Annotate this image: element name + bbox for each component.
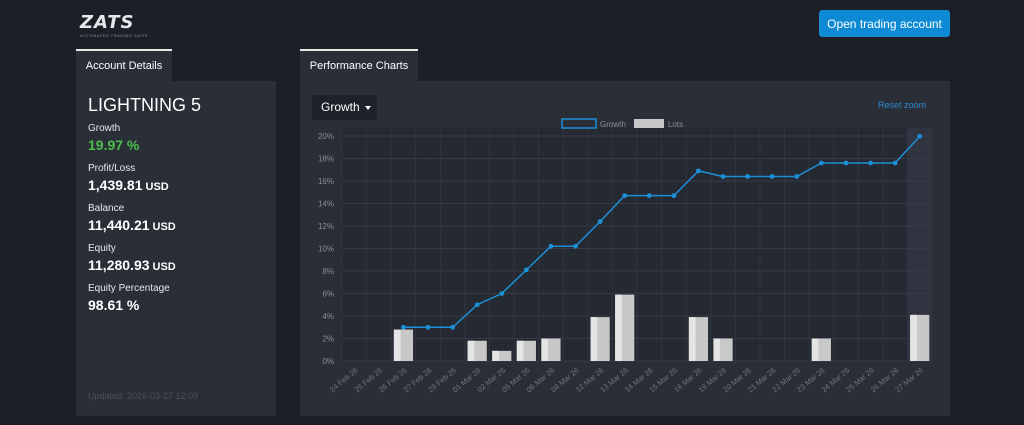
lots-bar-highlight [467, 340, 475, 361]
growth-point [597, 219, 603, 224]
lots-bar-highlight [516, 340, 524, 361]
growth-point [745, 174, 751, 179]
tab-performance-charts[interactable]: Performance Charts [300, 49, 418, 81]
zats-logo: ZATS AUTOMATED TRADING SUITE [80, 12, 149, 39]
growth-point [696, 168, 701, 174]
growth-point [622, 193, 628, 199]
growth-point [474, 302, 480, 308]
growth-point [425, 324, 431, 330]
legend-label-lots: Lots [668, 120, 683, 129]
open-trading-account-button[interactable]: Open trading account [819, 10, 950, 37]
growth-value: 19.97 % [88, 137, 140, 153]
legend-swatch-lots [634, 119, 664, 128]
y-tick-label: 6% [322, 290, 334, 299]
chevron-down-icon [364, 105, 371, 110]
growth-point [720, 174, 726, 179]
growth-point [671, 193, 677, 199]
legend-swatch-growth [561, 118, 597, 129]
lots-bar-highlight [713, 338, 721, 361]
growth-point [868, 160, 873, 166]
lots-bar-highlight [615, 294, 622, 361]
growth-point [892, 160, 898, 166]
growth-point [818, 160, 824, 166]
lots-bar-highlight [541, 338, 549, 361]
logo-tagline: AUTOMATED TRADING SUITE [80, 33, 149, 38]
equity-value: 11,280.93 USD [88, 257, 176, 273]
lots-bar-highlight [393, 329, 401, 361]
performance-charts-panel: 0% 2% 4% 6% 8% 10% 12% 14% 16% 18% 20% 24 Feb 26 25 … [300, 81, 950, 416]
balance-value: 11,440.21 USD [88, 217, 176, 233]
balance-label: Balance [88, 203, 125, 214]
profit-loss-value: 1,439.81 USD [88, 177, 169, 193]
growth-point [794, 174, 800, 179]
growth-point [401, 324, 406, 330]
lots-bar-highlight [688, 317, 696, 361]
growth-point [548, 243, 554, 249]
y-tick-label: 8% [322, 267, 334, 276]
reset-zoom-button[interactable]: Reset zoom [878, 100, 927, 110]
growth-line [403, 135, 921, 328]
equity-percentage-label: Equity Percentage [88, 283, 170, 294]
growth-point [573, 243, 578, 249]
y-tick-label: 0% [322, 357, 334, 366]
lots-bar-highlight [590, 317, 598, 361]
y-tick-label: 2% [322, 335, 334, 344]
y-tick-label: 12% [318, 222, 334, 231]
y-tick-label: 4% [322, 312, 334, 321]
equity-label: Equity [88, 243, 116, 254]
tab-account-details[interactable]: Account Details [76, 49, 172, 81]
y-tick-label: 18% [318, 155, 334, 164]
performance-chart[interactable]: 0%2%4%6%8%10%12%14%16%18%20%24 Feb 2625 … [300, 81, 950, 416]
y-tick-label: 20% [318, 132, 334, 141]
lots-bar-highlight [811, 338, 819, 361]
growth-label: Growth [88, 123, 121, 134]
growth-point [917, 133, 923, 139]
growth-point [499, 291, 505, 296]
growth-point [843, 160, 849, 166]
growth-point [769, 174, 775, 179]
growth-point [523, 267, 529, 273]
y-tick-label: 16% [318, 177, 334, 186]
updated-timestamp: Updated: 2026-03-27 12:09 [88, 391, 199, 401]
lots-bar-highlight [492, 350, 499, 361]
legend-label-growth: Growth [600, 120, 626, 129]
y-tick-label: 14% [318, 200, 334, 209]
logo-text: ZATS [80, 12, 135, 33]
growth-point [450, 324, 456, 330]
account-name: LIGHTNING 5 [88, 95, 202, 115]
lots-bar-highlight [910, 314, 917, 361]
lots-bar [492, 350, 512, 361]
equity-percentage-value: 98.61 % [88, 297, 140, 313]
y-tick-label: 10% [318, 245, 334, 254]
chart-type-dropdown[interactable]: Growth [312, 95, 377, 120]
profit-loss-label: Profit/Loss [88, 163, 136, 174]
account-details-panel: LIGHTNING 5 Growth 19.97 % Profit/Loss 1… [76, 81, 276, 416]
growth-point [646, 193, 652, 199]
